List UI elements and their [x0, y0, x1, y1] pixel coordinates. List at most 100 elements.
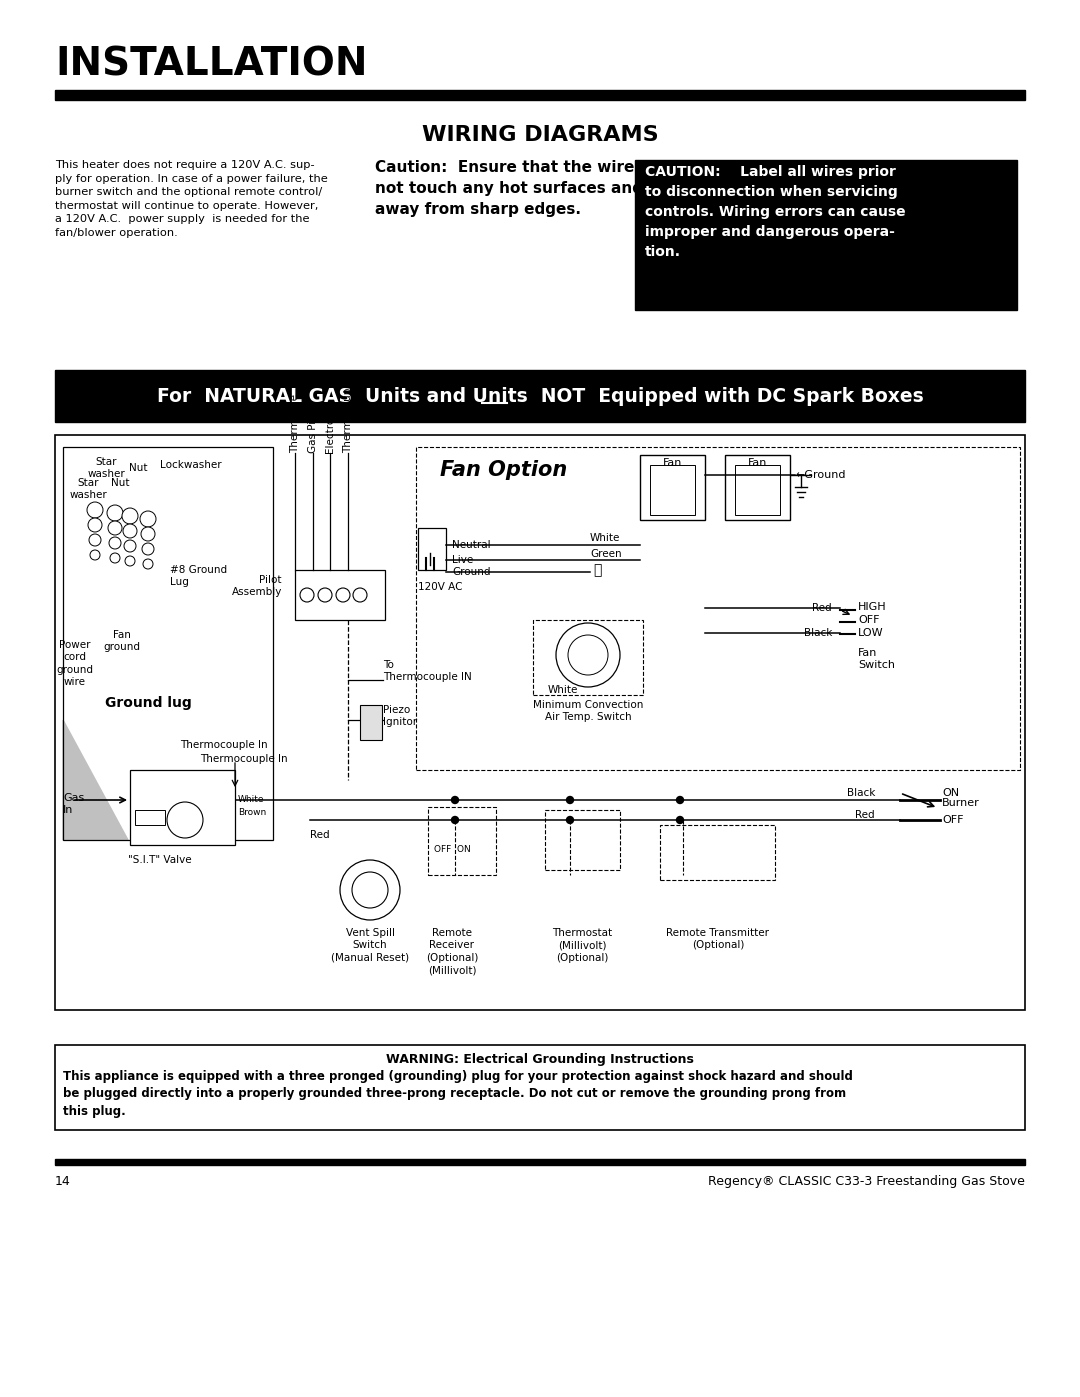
Circle shape	[110, 553, 120, 563]
Circle shape	[568, 636, 608, 675]
Bar	[55, 1045, 1025, 1130]
Text: Vent Spill
Switch
(Manual Reset): Vent Spill Switch (Manual Reset)	[330, 928, 409, 963]
Text: Neutral: Neutral	[453, 541, 490, 550]
Text: Minimum Convection
Air Temp. Switch: Minimum Convection Air Temp. Switch	[532, 700, 644, 722]
Text: WARNING: Electrical Grounding Instructions: WARNING: Electrical Grounding Instructio…	[386, 1053, 694, 1066]
Text: ←Ground: ←Ground	[795, 469, 846, 481]
Text: Caution:  Ensure that the wires do
not touch any hot surfaces and are
away from : Caution: Ensure that the wires do not to…	[375, 161, 676, 217]
Circle shape	[556, 623, 620, 687]
Text: White: White	[238, 795, 265, 805]
Bar	[635, 161, 1017, 310]
Text: #8 Ground
Lug: #8 Ground Lug	[170, 564, 227, 587]
Text: Fan Option: Fan Option	[440, 460, 567, 481]
Circle shape	[90, 550, 100, 560]
Circle shape	[141, 527, 156, 541]
Circle shape	[567, 796, 573, 803]
Text: OFF: OFF	[858, 615, 879, 624]
Text: Regency® CLASSIC C33-3 Freestanding Gas Stove: Regency® CLASSIC C33-3 Freestanding Gas …	[708, 1175, 1025, 1187]
Circle shape	[676, 796, 684, 803]
Bar	[55, 1160, 1025, 1165]
Bar	[360, 705, 382, 740]
Text: Red: Red	[812, 604, 832, 613]
Circle shape	[141, 543, 154, 555]
Circle shape	[300, 588, 314, 602]
Circle shape	[140, 511, 156, 527]
Text: For  NATURAL GAS  Units and Units  NOT  Equipped with DC Spark Boxes: For NATURAL GAS Units and Units NOT Equi…	[157, 387, 923, 405]
Bar	[418, 528, 446, 570]
Text: OFF  ON: OFF ON	[434, 845, 471, 854]
Text: Burner: Burner	[942, 798, 980, 807]
Circle shape	[124, 541, 136, 552]
Text: Thermocouple In: Thermocouple In	[200, 754, 287, 764]
Text: Fan
ground: Fan ground	[104, 630, 140, 652]
Text: WIRING DIAGRAMS: WIRING DIAGRAMS	[421, 124, 659, 145]
Bar	[295, 570, 384, 620]
Circle shape	[451, 796, 459, 803]
Text: Green: Green	[590, 549, 622, 559]
Text: Remote Transmitter
(Optional): Remote Transmitter (Optional)	[666, 928, 769, 950]
Circle shape	[353, 588, 367, 602]
Text: Brown: Brown	[238, 807, 267, 817]
Circle shape	[567, 816, 573, 823]
Text: 14: 14	[55, 1175, 71, 1187]
Text: Fan: Fan	[663, 458, 683, 468]
Circle shape	[318, 588, 332, 602]
Bar	[416, 447, 1020, 770]
Bar	[735, 465, 780, 515]
Circle shape	[122, 509, 138, 524]
Circle shape	[89, 534, 102, 546]
Bar	[640, 455, 705, 520]
Text: CAUTION:    Label all wires prior
to disconnection when servicing
controls. Wiri: CAUTION: Label all wires prior to discon…	[645, 165, 906, 260]
Circle shape	[109, 536, 121, 549]
Text: Star
washer: Star washer	[87, 457, 125, 479]
Text: Thermopile: Thermopile	[291, 394, 300, 453]
Circle shape	[143, 559, 153, 569]
Text: ⏚: ⏚	[593, 563, 602, 577]
Text: Black: Black	[847, 788, 875, 798]
Text: ON: ON	[942, 788, 959, 798]
Text: Black: Black	[804, 629, 832, 638]
Bar	[660, 826, 775, 880]
Text: Electrode: Electrode	[325, 404, 335, 453]
Bar	[534, 620, 643, 694]
Text: White: White	[590, 534, 620, 543]
Circle shape	[107, 504, 123, 521]
Circle shape	[108, 521, 122, 535]
Text: LOW: LOW	[858, 629, 883, 638]
Circle shape	[123, 524, 137, 538]
Text: Power
cord
ground
wire: Power cord ground wire	[56, 640, 94, 687]
Polygon shape	[63, 719, 129, 840]
Circle shape	[336, 588, 350, 602]
Text: Thermocouple: Thermocouple	[343, 379, 353, 453]
Circle shape	[167, 802, 203, 838]
Text: 120V AC: 120V AC	[418, 583, 462, 592]
Text: Piezo
Ignitor: Piezo Ignitor	[383, 705, 417, 728]
Circle shape	[352, 872, 388, 908]
Text: Gas
In: Gas In	[63, 793, 84, 816]
Bar	[725, 455, 789, 520]
Text: Lockwasher: Lockwasher	[160, 460, 221, 469]
Bar	[130, 770, 235, 845]
Text: This heater does not require a 120V A.C. sup-
ply for operation. In case of a po: This heater does not require a 120V A.C.…	[55, 161, 327, 237]
Bar	[55, 370, 1025, 422]
Circle shape	[125, 556, 135, 566]
Text: Fan
Switch: Fan Switch	[858, 648, 895, 669]
Text: HIGH: HIGH	[858, 602, 887, 612]
Bar	[650, 465, 696, 515]
Circle shape	[87, 518, 102, 532]
Bar	[428, 807, 496, 875]
Text: Remote
Receiver
(Optional)
(Millivolt): Remote Receiver (Optional) (Millivolt)	[426, 928, 478, 975]
Text: Ground lug: Ground lug	[105, 696, 191, 710]
Circle shape	[87, 502, 103, 518]
Text: Red: Red	[310, 830, 329, 840]
Text: Thermocouple In: Thermocouple In	[180, 740, 268, 750]
Bar	[63, 447, 273, 840]
Bar	[55, 434, 1025, 1010]
Text: Ground: Ground	[453, 567, 490, 577]
Text: Thermostat
(Millivolt)
(Optional): Thermostat (Millivolt) (Optional)	[552, 928, 612, 963]
Text: Star
washer: Star washer	[69, 478, 107, 500]
Text: Nut: Nut	[129, 462, 147, 474]
Text: This appliance is equipped with a three pronged (grounding) plug for your protec: This appliance is equipped with a three …	[63, 1070, 853, 1118]
Text: "S.I.T" Valve: "S.I.T" Valve	[129, 855, 192, 865]
Text: Fan: Fan	[747, 458, 767, 468]
